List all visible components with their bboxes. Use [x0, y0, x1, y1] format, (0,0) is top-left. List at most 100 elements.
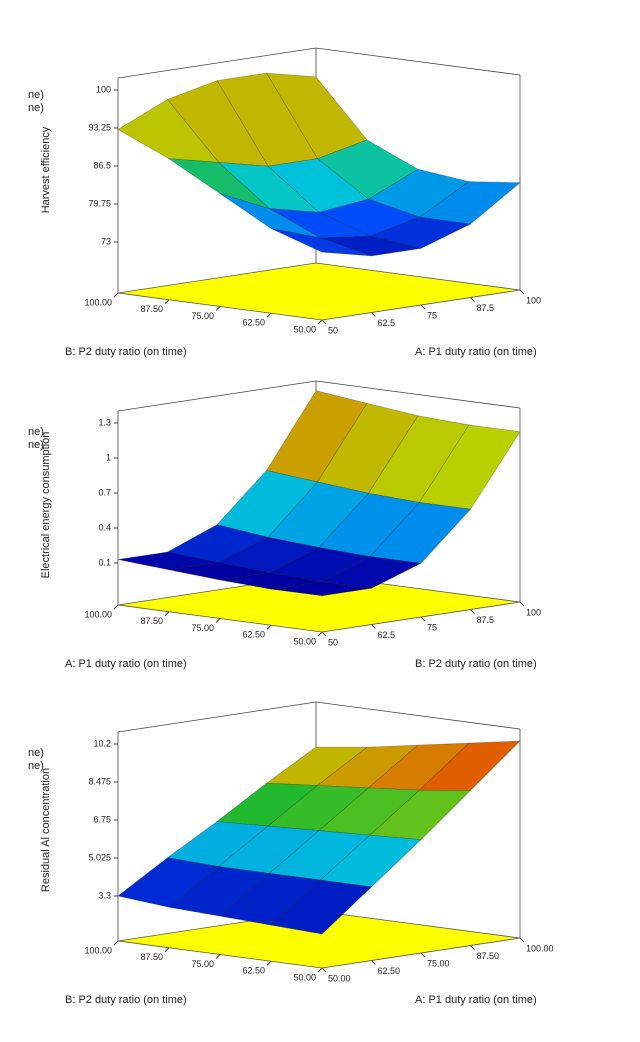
z-tick-label: 1	[106, 452, 111, 462]
x-tick-label: 75.00	[427, 958, 450, 968]
y-tick-label: 100.00	[84, 945, 112, 955]
x-tick-label: 100.00	[526, 943, 554, 953]
box-edge	[117, 701, 521, 733]
x-tick-label: 75	[427, 310, 437, 320]
surface-patch	[418, 424, 521, 510]
x-tick	[321, 319, 327, 325]
x-tick-label: 50	[328, 325, 338, 335]
x-tick-label: 100	[526, 295, 541, 305]
y-tick	[215, 306, 221, 311]
box-edge	[117, 380, 521, 412]
y-tick	[164, 947, 170, 953]
z-tick-label: 10.2	[93, 738, 111, 748]
x-tick	[519, 289, 525, 295]
z-tick-label: 5.025	[88, 852, 111, 862]
y-tick	[266, 312, 272, 318]
z-tick-label: 3.3	[98, 890, 111, 900]
clipped-legend: ne)	[28, 426, 44, 438]
box-edge	[117, 47, 521, 79]
y-tick	[266, 624, 272, 630]
y-tick-label: 87.50	[140, 304, 163, 314]
y-tick-label: 100.00	[84, 297, 112, 307]
x-tick	[321, 631, 327, 637]
x-tick	[519, 937, 525, 943]
clipped-legend: ne)	[28, 439, 44, 451]
z-tick-label: 93.25	[88, 122, 111, 132]
surface-patch	[418, 181, 521, 225]
z-axis-title: Residual Al concentration	[40, 768, 52, 892]
y-tick-label: 75.00	[191, 311, 214, 321]
floor-plane	[117, 262, 521, 321]
y-tick-label: 75.00	[191, 623, 214, 633]
x-axis-title: A: P1 duty ratio (on time)	[415, 994, 537, 1006]
clipped-legend: ne)	[28, 747, 44, 759]
y-tick	[113, 604, 119, 610]
x-axis-title: B: P2 duty ratio (on time)	[415, 658, 537, 670]
surface-patch	[117, 857, 220, 908]
x-tick	[470, 609, 475, 614]
x-tick-label: 50	[328, 637, 338, 647]
panel: 3.3 5.025 6.75 8.475 10.2 50.00 62.50 75.00 87.5…	[28, 701, 554, 1006]
z-tick-label: 0.4	[98, 522, 111, 532]
y-tick-label: 62.50	[242, 966, 265, 976]
x-tick	[470, 945, 475, 950]
y-tick	[215, 954, 221, 959]
x-tick	[371, 624, 376, 629]
surface-patch	[270, 879, 373, 935]
x-tick-label: 62.5	[378, 630, 396, 640]
z-tick-label: 100	[96, 84, 111, 94]
x-tick	[371, 960, 376, 965]
surface-patch	[418, 740, 521, 791]
z-tick-label: 86.5	[93, 160, 111, 170]
y-tick	[113, 292, 119, 298]
y-tick-label: 62.50	[242, 630, 265, 640]
surface-patch	[270, 581, 372, 597]
surface-patch	[270, 228, 372, 257]
x-tick	[470, 297, 475, 302]
y-tick-label: 62.50	[242, 318, 265, 328]
surface-patch	[319, 834, 422, 888]
y-tick-label: 50.00	[293, 636, 316, 646]
z-axis-title: Harvest efficiency	[40, 126, 52, 213]
panel: 0.1 0.4 0.7 1 1.3 50 62.5 75 87.5 100 100.00 87.50 7…	[28, 380, 541, 670]
y-tick-label: 50.00	[293, 972, 316, 982]
surface-patch	[117, 99, 220, 163]
z-tick-label: 73	[101, 236, 111, 246]
y-tick-label: 100.00	[84, 609, 112, 619]
y-axis-title: B: P2 duty ratio (on time)	[65, 994, 187, 1006]
y-tick	[317, 631, 323, 637]
clipped-legend: ne)	[28, 89, 44, 101]
z-tick-label: 79.75	[88, 198, 111, 208]
surface-patch	[316, 744, 419, 789]
x-tick-label: 62.5	[378, 318, 396, 328]
x-tick-label: 62.50	[378, 966, 401, 976]
clipped-legend: ne)	[28, 102, 44, 114]
y-axis-title: B: P2 duty ratio (on time)	[65, 346, 187, 358]
y-tick	[317, 319, 323, 325]
y-tick-label: 50.00	[293, 324, 316, 334]
surface-patch	[267, 158, 370, 213]
clipped-legend: ne)	[28, 760, 44, 772]
y-tick-label: 75.00	[191, 959, 214, 969]
y-tick	[317, 967, 323, 973]
y-tick-label: 87.50	[140, 616, 163, 626]
y-tick	[215, 618, 221, 623]
z-axis-title: Electrical energy consumption	[40, 432, 52, 579]
z-tick-label: 1.3	[98, 417, 111, 427]
z-tick-label: 6.75	[93, 814, 111, 824]
x-tick	[321, 967, 327, 973]
x-tick	[371, 312, 376, 317]
x-tick-label: 100	[526, 607, 541, 617]
x-tick-label: 87.50	[477, 951, 500, 961]
x-tick-label: 87.5	[477, 615, 495, 625]
y-tick	[164, 299, 170, 305]
z-tick-label: 0.7	[98, 487, 111, 497]
x-tick	[420, 952, 426, 958]
x-tick	[519, 601, 525, 607]
y-tick	[164, 611, 170, 617]
y-tick-label: 87.50	[140, 952, 163, 962]
z-tick-label: 8.475	[88, 776, 111, 786]
y-tick	[113, 940, 119, 946]
panel: 73 79.75 86.5 93.25 100 50 62.5 75 87.5 100 100.00…	[28, 47, 541, 358]
